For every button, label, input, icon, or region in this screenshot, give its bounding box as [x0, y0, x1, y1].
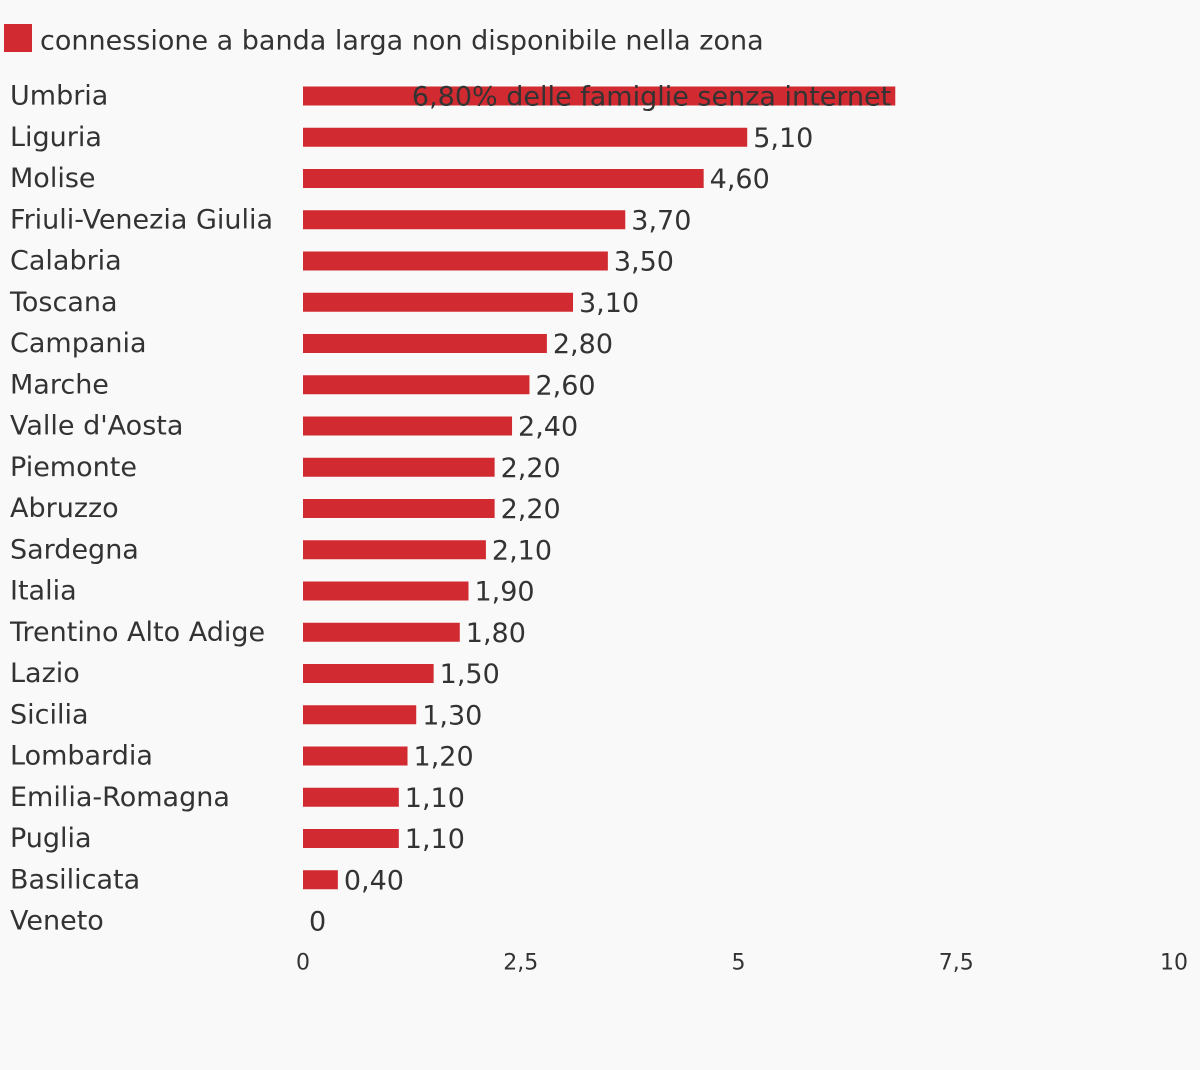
bar [303, 622, 460, 642]
bar [303, 746, 408, 766]
bar-row: Molise 4,60 [10, 163, 770, 195]
bar [303, 375, 530, 395]
bar-row: Umbria 6,80% delle famiglie senza interne… [10, 81, 896, 113]
category-label: Sicilia [10, 699, 89, 730]
bar [303, 210, 626, 230]
category-label: Sardegna [10, 534, 139, 565]
value-label: 5,10 [753, 123, 813, 154]
value-label: 2,80 [553, 329, 613, 360]
category-label: Trentino Alto Adige [9, 617, 265, 648]
value-label: 3,70 [631, 205, 691, 236]
bar-row: Piemonte 2,20 [10, 452, 561, 484]
bar-row: Emilia-Romagna 1,10 [10, 782, 465, 814]
category-label: Piemonte [10, 452, 137, 483]
bar-row: Abruzzo 2,20 [10, 493, 561, 525]
value-label: 1,10 [405, 824, 465, 855]
bar [303, 787, 399, 807]
bar [303, 581, 469, 601]
value-label: 6,80% delle famiglie senza internet [412, 82, 891, 113]
x-tick-label: 5 [732, 951, 746, 976]
bar-row: Campania 2,80 [10, 328, 613, 360]
x-tick-label: 7,5 [939, 951, 974, 976]
bar [303, 499, 495, 518]
value-label: 2,10 [492, 535, 552, 566]
bar [303, 829, 399, 848]
category-label: Toscana [9, 287, 118, 318]
legend-label: connessione a banda larga non disponibil… [40, 26, 764, 57]
bar [303, 664, 434, 683]
bar [303, 870, 338, 890]
category-label: Valle d'Aosta [10, 411, 183, 442]
bar-row: Sicilia 1,30 [10, 699, 482, 731]
bar-row: Lazio 1,50 [10, 658, 500, 690]
x-tick-label: 10 [1160, 951, 1188, 976]
bar-row: Friuli-Venezia Giulia 3,70 [10, 204, 691, 236]
bar-row: Basilicata 0,40 [10, 864, 404, 896]
bar [303, 86, 896, 106]
value-label: 1,50 [440, 659, 500, 690]
x-axis: 0 2,5 5 7,5 10 [296, 951, 1188, 976]
bar [303, 416, 513, 436]
bar-row: Lombardia 1,20 [10, 741, 474, 773]
category-label: Umbria [10, 81, 108, 112]
bar [303, 127, 748, 147]
x-tick-label: 0 [296, 951, 310, 976]
category-label: Lombardia [10, 741, 153, 772]
legend-swatch [4, 24, 32, 52]
bar-row: Marche 2,60 [10, 369, 596, 401]
value-label: 4,60 [710, 164, 770, 195]
bar-row: Valle d'Aosta 2,40 [10, 411, 578, 443]
value-label: 2,60 [535, 370, 595, 401]
bar-row: Liguria 5,10 [10, 122, 813, 154]
value-label: 1,80 [466, 618, 526, 649]
bar [303, 334, 547, 353]
bar [303, 251, 608, 271]
value-label: 1,10 [405, 783, 465, 814]
value-label: 2,40 [518, 412, 578, 443]
value-label: 2,20 [501, 494, 561, 525]
category-label: Campania [10, 328, 147, 359]
bar [303, 457, 495, 477]
bar-row: Puglia 1,10 [10, 823, 465, 855]
category-label: Liguria [10, 122, 102, 153]
value-label: 3,10 [579, 288, 639, 319]
value-label: 1,20 [414, 742, 474, 773]
value-label: 1,30 [422, 700, 482, 731]
category-label: Veneto [10, 906, 104, 937]
value-label: 0 [309, 907, 326, 938]
bar-row: Trentino Alto Adige 1,80 [9, 617, 526, 649]
value-label: 3,50 [614, 247, 674, 278]
category-label: Molise [10, 163, 96, 194]
bar-row: Toscana 3,10 [9, 287, 639, 319]
category-label: Basilicata [10, 864, 140, 895]
value-label: 1,90 [474, 577, 534, 608]
x-tick-label: 2,5 [503, 951, 538, 976]
value-label: 2,20 [501, 453, 561, 484]
category-label: Marche [10, 369, 109, 400]
bar [303, 540, 486, 560]
category-label: Abruzzo [10, 493, 119, 524]
category-label: Lazio [10, 658, 80, 689]
legend: connessione a banda larga non disponibil… [4, 24, 764, 57]
bar-row: Italia 1,90 [10, 576, 535, 608]
category-label: Puglia [10, 823, 92, 854]
value-label: 0,40 [344, 865, 404, 896]
category-label: Italia [10, 576, 77, 607]
category-label: Emilia-Romagna [10, 782, 230, 813]
bar-row: Veneto 0 [10, 906, 326, 938]
category-label: Friuli-Venezia Giulia [10, 204, 273, 235]
bar [303, 292, 574, 312]
bar-row: Sardegna 2,10 [10, 534, 552, 566]
bar [303, 169, 704, 188]
category-label: Calabria [10, 246, 122, 277]
chart-rows: Umbria 6,80% delle famiglie senza interne… [9, 81, 896, 938]
bar-row: Calabria 3,50 [10, 246, 674, 278]
bar [303, 705, 417, 725]
